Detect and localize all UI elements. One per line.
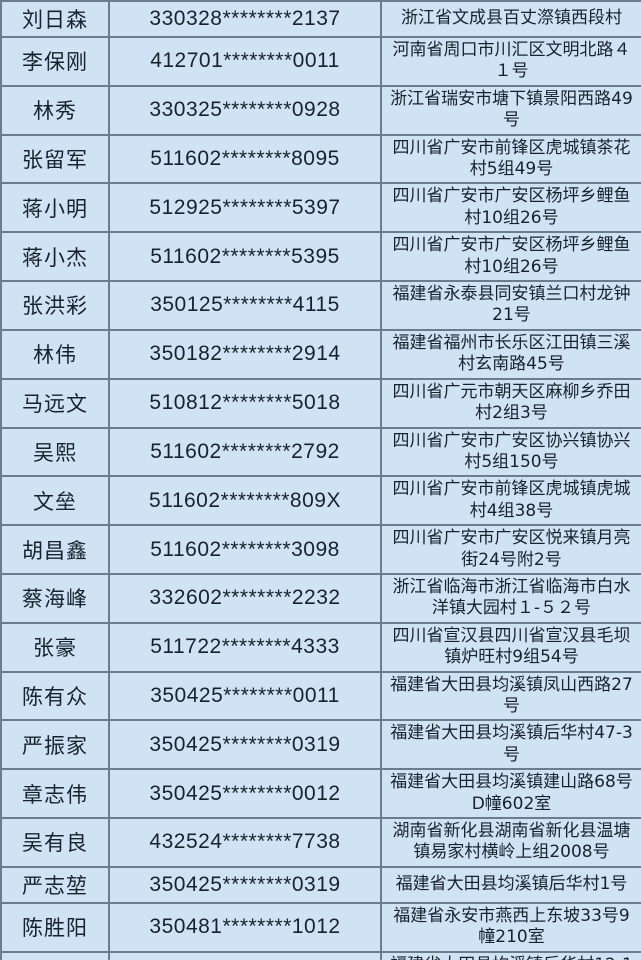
address-cell: 福建省大田县均溪镇后华村47-3号 xyxy=(380,719,641,771)
name-cell: 蒋小杰 xyxy=(0,231,110,283)
name-cell: 胡昌鑫 xyxy=(0,524,110,575)
name-cell: 蒋小明 xyxy=(0,182,110,234)
id-number-cell: 511722********4333 xyxy=(108,621,382,673)
name-cell: 刘日森 xyxy=(0,0,110,38)
address-cell: 福建省永安市燕西上东坡33号9幢210室 xyxy=(380,901,641,953)
table-row: 严振家 350425********0319 福建省大田县均溪镇后华村47-3号 xyxy=(0,719,641,771)
id-number-cell: 330328********2137 xyxy=(108,0,382,38)
address-cell: 四川省宣汉县四川省宣汉县毛坝镇炉旺村9组54号 xyxy=(380,621,641,673)
address-cell: 四川省广安市广安区协兴镇协兴村5组150号 xyxy=(380,426,641,478)
address-cell: 四川省广元市朝天区麻柳乡乔田村2组3号 xyxy=(380,377,641,429)
id-number-cell: 511602********3098 xyxy=(108,524,382,575)
name-cell: 陈胜阳 xyxy=(0,901,110,953)
table-row: 张洪彩 350125********4115 福建省永泰县同安镇兰口村龙钟21号 xyxy=(0,280,641,331)
address-cell: 福建省大田县均溪镇凤山西路27号 xyxy=(380,670,641,722)
table-row: 严志堃 350425********0319 福建省大田县均溪镇后华村1号 xyxy=(0,865,641,904)
address-cell: 四川省广安市广安区杨坪乡鲤鱼村10组26号 xyxy=(380,182,641,234)
address-cell: 浙江省瑞安市塘下镇景阳西路49号 xyxy=(380,84,641,136)
id-number-cell: 412701********0011 xyxy=(108,36,382,87)
address-cell: 四川省广安市前锋区虎城镇虎城村4组38号 xyxy=(380,475,641,527)
name-cell: 林秀 xyxy=(0,84,110,136)
table-row: 张留军 511602********8095 四川省广安市前锋区虎城镇茶花村5组49… xyxy=(0,133,641,185)
id-number-cell: 511602********2792 xyxy=(108,426,382,478)
id-number-cell: 432524********7738 xyxy=(108,817,382,868)
name-cell: 张留军 xyxy=(0,133,110,185)
address-cell: 湖南省新化县湖南省新化县温塘镇易家村横岭上组2008号 xyxy=(380,817,641,868)
address-cell: 福建省大田县均溪镇建山路68号D幢602室 xyxy=(380,768,641,819)
address-cell: 福建省福州市长乐区江田镇三溪村玄南路45号 xyxy=(380,328,641,380)
table-row: 林伟 350182********2914 福建省福州市长乐区江田镇三溪村玄南路45… xyxy=(0,328,641,380)
id-number-cell: 350125********4115 xyxy=(108,280,382,331)
table-row: 张豪 511722********4333 四川省宣汉县四川省宣汉县毛坝镇炉旺村9组… xyxy=(0,621,641,673)
address-cell: 福建省大田县均溪镇后华村1号 xyxy=(380,865,641,904)
table-row: 蔡海峰 332602********2232 浙江省临海市浙江省临海市白水洋镇大园村… xyxy=(0,572,641,624)
id-number-cell: 512925********5397 xyxy=(108,182,382,234)
id-number-cell: 332602********2232 xyxy=(108,572,382,624)
table-row: 马远文 510812********5018 四川省广元市朝天区麻柳乡乔田村2组3号 xyxy=(0,377,641,429)
address-cell: 浙江省文成县百丈漈镇西段村 xyxy=(380,0,641,38)
table-row: 胡昌鑫 511602********3098 四川省广安市广安区悦来镇月亮街24号附… xyxy=(0,524,641,575)
table-row: 文垒 511602********809X 四川省广安市前锋区虎城镇虎城村4组38号 xyxy=(0,475,641,527)
name-cell: 章志伟 xyxy=(0,768,110,819)
id-number-cell: 350425********0319 xyxy=(108,719,382,771)
table-row: 刘日森 330328********2137 浙江省文成县百丈漈镇西段村 xyxy=(0,0,641,38)
address-cell: 浙江省临海市浙江省临海市白水洋镇大园村１-５２号 xyxy=(380,572,641,624)
table-row: 吴有良 432524********7738 湖南省新化县湖南省新化县温塘镇易家村横… xyxy=(0,817,641,868)
id-number-cell: 511602********8095 xyxy=(108,133,382,185)
id-number-cell: 350182********2914 xyxy=(108,328,382,380)
name-cell: 林伟 xyxy=(0,328,110,380)
address-cell: 河南省周口市川汇区文明北路４１号 xyxy=(380,36,641,87)
name-cell: 严振家 xyxy=(0,719,110,771)
table-row: 吴熙 511602********2792 四川省广安市广安区协兴镇协兴村5组150… xyxy=(0,426,641,478)
id-number-cell: 350481********1012 xyxy=(108,901,382,953)
name-cell: 张洪彩 xyxy=(0,280,110,331)
table-row: 陈有众 350425********0011 福建省大田县均溪镇凤山西路27号 xyxy=(0,670,641,722)
name-cell: 吴熙 xyxy=(0,426,110,478)
name-cell: 张豪 xyxy=(0,621,110,673)
table-row: 林秀 330325********0928 浙江省瑞安市塘下镇景阳西路49号 xyxy=(0,84,641,136)
id-number-cell: 350425********0315 xyxy=(108,950,382,960)
table-row: 蒋小明 512925********5397 四川省广安市广安区杨坪乡鲤鱼村10组2… xyxy=(0,182,641,234)
name-cell: 严锦福 xyxy=(0,950,110,960)
id-number-cell: 350425********0319 xyxy=(108,865,382,904)
name-cell: 吴有良 xyxy=(0,817,110,868)
table-row: 陈胜阳 350481********1012 福建省永安市燕西上东坡33号9幢210… xyxy=(0,901,641,953)
table-row: 严锦福350425********0315福建省大田县均溪镇后华村12-1号 xyxy=(0,950,641,960)
table-row: 李保刚 412701********0011 河南省周口市川汇区文明北路４１号 xyxy=(0,36,641,87)
id-number-cell: 330325********0928 xyxy=(108,84,382,136)
id-number-cell: 511602********5395 xyxy=(108,231,382,283)
name-cell: 李保刚 xyxy=(0,36,110,87)
address-cell: 福建省大田县均溪镇后华村12-1号 xyxy=(380,950,641,960)
id-number-cell: 510812********5018 xyxy=(108,377,382,429)
name-cell: 文垒 xyxy=(0,475,110,527)
address-cell: 四川省广安市广安区悦来镇月亮街24号附2号 xyxy=(380,524,641,575)
id-number-cell: 350425********0012 xyxy=(108,768,382,819)
name-cell: 陈有众 xyxy=(0,670,110,722)
table-row: 章志伟 350425********0012 福建省大田县均溪镇建山路68号D幢60… xyxy=(0,768,641,819)
name-cell: 严志堃 xyxy=(0,865,110,904)
table-row: 蒋小杰 511602********5395 四川省广安市广安区杨坪乡鲤鱼村10组2… xyxy=(0,231,641,283)
id-number-cell: 511602********809X xyxy=(108,475,382,527)
address-cell: 四川省广安市前锋区虎城镇茶花村5组49号 xyxy=(380,133,641,185)
address-cell: 福建省永泰县同安镇兰口村龙钟21号 xyxy=(380,280,641,331)
id-number-cell: 350425********0011 xyxy=(108,670,382,722)
name-cell: 马远文 xyxy=(0,377,110,429)
address-cell: 四川省广安市广安区杨坪乡鲤鱼村10组26号 xyxy=(380,231,641,283)
name-cell: 蔡海峰 xyxy=(0,572,110,624)
